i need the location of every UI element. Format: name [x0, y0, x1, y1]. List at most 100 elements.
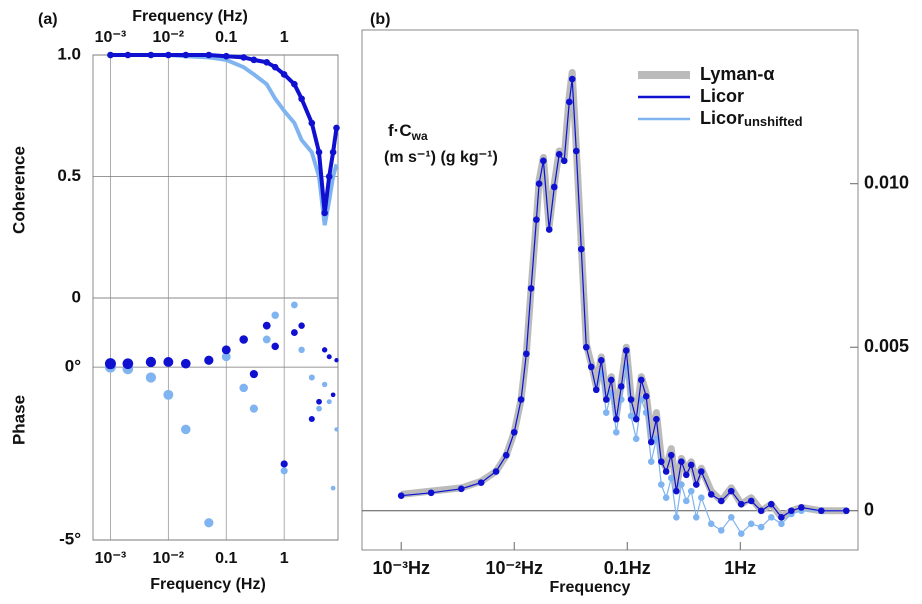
data-point [627, 396, 635, 403]
panel-label: (a) [38, 11, 58, 28]
data-point [308, 415, 315, 423]
data-point [271, 342, 279, 351]
x-tick-label: 0.1Hz [604, 558, 651, 578]
series-line [401, 79, 847, 519]
data-point [239, 335, 248, 344]
data-point [517, 396, 525, 403]
data-point [767, 513, 775, 521]
y-tick-label: 1.0 [57, 44, 81, 63]
data-point [334, 358, 339, 363]
data-point [632, 435, 640, 443]
x-tick-label: 10⁻³ [95, 29, 127, 46]
data-point [550, 183, 558, 191]
data-point [163, 356, 174, 367]
data-point [291, 80, 298, 88]
data-point [717, 527, 725, 534]
data-point [545, 226, 553, 233]
data-point [667, 451, 675, 459]
data-point [316, 398, 322, 405]
data-point [333, 124, 340, 132]
data-point [565, 98, 573, 106]
data-point [707, 520, 715, 528]
x-tick-label: 0.1 [215, 550, 237, 567]
data-point [334, 427, 339, 432]
data-point [647, 458, 655, 465]
data-point [692, 513, 700, 521]
y-axis-label: Phase [9, 395, 28, 445]
data-point [502, 451, 510, 459]
legend-label-main: Licor [700, 108, 744, 128]
data-point [330, 485, 336, 491]
data-point [263, 58, 271, 66]
data-point [205, 51, 213, 59]
data-point [124, 51, 132, 59]
data-point [673, 487, 680, 495]
series-line [110, 54, 338, 213]
data-point [316, 405, 322, 412]
x-tick-label: 10⁻² [153, 29, 185, 46]
data-point [642, 392, 650, 400]
data-point [678, 458, 685, 465]
data-point [330, 392, 336, 398]
data-point [221, 352, 231, 362]
data-point [540, 157, 547, 165]
data-point [757, 523, 765, 531]
data-point [778, 520, 785, 528]
plot-frame [361, 29, 859, 551]
data-point [727, 513, 735, 521]
legend-label: Lyman-α [700, 64, 774, 84]
data-point [457, 485, 465, 493]
data-point [560, 157, 568, 165]
data-point [163, 389, 174, 400]
data-point [308, 374, 315, 381]
data-point [662, 468, 670, 475]
data-point [597, 357, 605, 364]
data-point [104, 358, 116, 370]
y-tick-label: 0° [65, 357, 81, 376]
data-point [250, 56, 258, 64]
data-point [707, 491, 715, 498]
x-tick-label: 1 [280, 29, 289, 46]
series-line [110, 53, 339, 226]
x-axis-label: Frequency (Hz) [132, 8, 248, 25]
data-point [326, 399, 332, 405]
x-tick-label: 10⁻³ [95, 550, 127, 567]
data-point [523, 350, 530, 358]
data-point [767, 500, 775, 508]
data-point [204, 355, 214, 365]
data-point [262, 321, 271, 330]
data-point [632, 415, 640, 423]
data-point [602, 396, 610, 403]
data-point [592, 386, 600, 394]
data-point [321, 347, 328, 353]
data-point [698, 468, 705, 475]
data-point [602, 409, 610, 416]
data-point [510, 428, 518, 436]
data-point [698, 494, 705, 501]
data-point [492, 468, 500, 475]
data-point [298, 322, 305, 329]
data-point [262, 335, 271, 344]
y-axis-units: (m s⁻¹) (g kg⁻¹) [384, 149, 498, 166]
x-tick-label: 10⁻³Hz [372, 558, 430, 578]
data-point [165, 51, 172, 59]
data-point [290, 301, 298, 309]
x-tick-label: 0.1 [215, 29, 237, 46]
data-point [622, 347, 630, 354]
data-point [692, 481, 700, 488]
plot-frame [92, 297, 339, 541]
data-point [613, 428, 620, 436]
legend-label: Licor [700, 86, 744, 106]
y-tick-label: -5° [59, 529, 81, 548]
data-point [477, 479, 485, 486]
data-point [683, 497, 690, 505]
data-point [427, 489, 435, 497]
data-point [673, 513, 680, 521]
data-point [613, 415, 620, 423]
data-point [678, 481, 685, 488]
data-point [687, 487, 695, 495]
data-point [737, 530, 745, 537]
data-point [240, 54, 247, 61]
data-point [249, 404, 258, 413]
